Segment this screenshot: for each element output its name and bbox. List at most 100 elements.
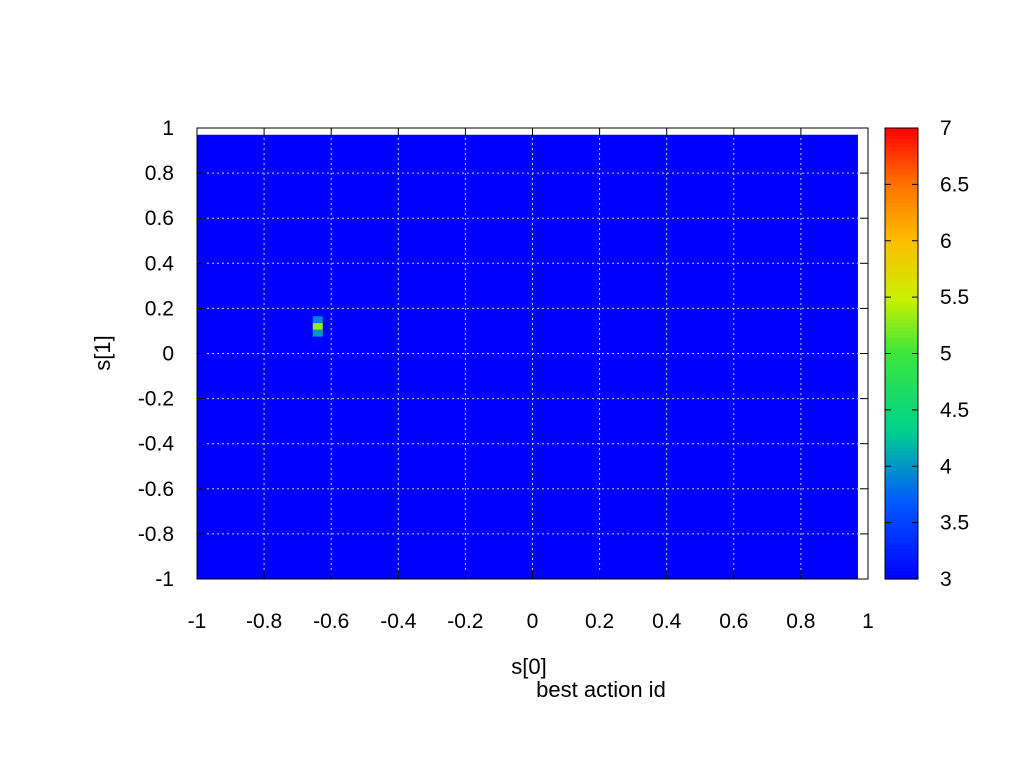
- colorbar-strip: [885, 236, 918, 242]
- colorbar-strip: [885, 379, 918, 385]
- colorbar-strip: [885, 454, 918, 460]
- colorbar-strip: [885, 188, 918, 193]
- colorbar-strip: [885, 492, 918, 497]
- colorbar-strip: [885, 270, 918, 276]
- colorbar-strip: [885, 225, 918, 231]
- colorbar-strip: [885, 507, 918, 512]
- colorbar-strip: [885, 447, 918, 452]
- colorbar-strip: [885, 383, 918, 388]
- colorbar-tick-label: 7: [940, 117, 952, 140]
- x-tick-label: 0: [527, 610, 539, 633]
- colorbar-strip: [885, 143, 918, 148]
- colorbar-strip: [885, 571, 918, 576]
- colorbar-strip: [885, 357, 918, 362]
- heatmap-cell: [312, 323, 323, 330]
- colorbar-strip: [885, 402, 918, 407]
- colorbar-strip: [885, 229, 918, 234]
- colorbar-strip: [885, 376, 918, 381]
- x-tick-label: -0.8: [246, 610, 282, 633]
- colorbar-tick-label: 5: [940, 343, 952, 366]
- x-tick-label: -0.2: [447, 610, 483, 633]
- colorbar-strip: [885, 334, 918, 340]
- colorbar-strip: [885, 289, 918, 294]
- colorbar-strip: [885, 214, 918, 219]
- colorbar-strip: [885, 372, 918, 377]
- colorbar-strip: [885, 233, 918, 238]
- x-tick-label: -0.4: [380, 610, 417, 633]
- colorbar-tick-label: 5.5: [940, 286, 969, 309]
- heatmap-background-cells: [197, 134, 858, 579]
- colorbar-strip: [885, 308, 918, 313]
- y-tick-label: 0: [162, 343, 174, 366]
- colorbar-strip: [885, 150, 918, 155]
- colorbar-strip: [885, 409, 918, 415]
- colorbar-strip: [885, 466, 918, 471]
- y-axis-ticks: -1 -0.8 -0.6 -0.4 -0.2 0 0.2 0.4 0.6 0.8 1: [138, 117, 868, 591]
- colorbar-strip: [885, 488, 918, 494]
- colorbar-strip: [885, 548, 918, 554]
- colorbar-strip: [885, 342, 918, 347]
- colorbar-strip: [885, 436, 918, 441]
- colorbar-strip: [885, 473, 918, 479]
- y-tick-label: 0.8: [145, 162, 174, 185]
- colorbar-strip: [885, 244, 918, 249]
- colorbar-strip: [885, 191, 918, 197]
- colorbar-strip: [885, 496, 918, 501]
- colorbar-strip: [885, 413, 918, 418]
- colorbar-strip: [885, 451, 918, 456]
- colorbar-strip: [885, 199, 918, 204]
- colorbar-strip: [885, 560, 918, 565]
- colorbar-strip: [885, 541, 918, 546]
- colorbar-strip: [885, 503, 918, 509]
- colorbar-tick-label: 6: [940, 230, 952, 253]
- colorbar-strip: [885, 297, 918, 302]
- colorbar-strip: [885, 368, 918, 373]
- colorbar-strip: [885, 263, 918, 268]
- colorbar-strip: [885, 485, 918, 490]
- colorbar-strip: [885, 428, 918, 434]
- colorbar-strip: [885, 364, 918, 370]
- colorbar-ticks: 3 3.5 4 4.5 5 5.5 6 6.5 7: [885, 117, 969, 591]
- colorbar-tick-label: 4: [940, 455, 952, 478]
- colorbar-strip: [885, 248, 918, 253]
- colorbar-strip: [885, 330, 918, 336]
- x-tick-label: 0.8: [786, 610, 815, 633]
- colorbar-strip: [885, 432, 918, 437]
- y-tick-label: 0.2: [145, 297, 174, 320]
- colorbar-strip: [885, 274, 918, 279]
- colorbar-strip: [885, 203, 918, 208]
- colorbar-strip: [885, 533, 918, 539]
- colorbar-strip: [885, 391, 918, 396]
- colorbar-strip: [885, 345, 918, 351]
- colorbar-strip: [885, 477, 918, 482]
- colorbar-strip: [885, 210, 918, 216]
- colorbar-tick-label: 3: [940, 568, 952, 591]
- colorbar-strip: [885, 146, 918, 152]
- colorbar-strip: [885, 515, 918, 520]
- y-axis-label: s[1]: [90, 335, 115, 370]
- colorbar-strip: [885, 353, 918, 358]
- colorbar-strip: [885, 398, 918, 403]
- colorbar-strip: [885, 552, 918, 558]
- colorbar-strip: [885, 421, 918, 426]
- colorbar-strip: [885, 424, 918, 430]
- heatmap-cell: [312, 329, 323, 337]
- y-tick-label: -0.4: [138, 433, 175, 456]
- colorbar-strip: [885, 315, 918, 321]
- colorbar-strip: [885, 259, 918, 264]
- x-axis-label: s[0]: [511, 654, 546, 679]
- colorbar: [884, 127, 919, 580]
- grid-lines: [197, 128, 868, 579]
- colorbar-strip: [885, 511, 918, 516]
- colorbar-strip: [885, 300, 918, 306]
- y-tick-label: -0.8: [138, 523, 174, 546]
- y-tick-label: 0.6: [145, 207, 174, 230]
- colorbar-strip: [885, 135, 918, 140]
- colorbar-strip: [885, 165, 918, 170]
- colorbar-strip: [885, 158, 918, 163]
- colorbar-strip: [885, 567, 918, 573]
- colorbar-strip: [885, 522, 918, 527]
- colorbar-strip: [885, 327, 918, 332]
- colorbar-strip: [885, 139, 918, 144]
- colorbar-strip: [885, 218, 918, 223]
